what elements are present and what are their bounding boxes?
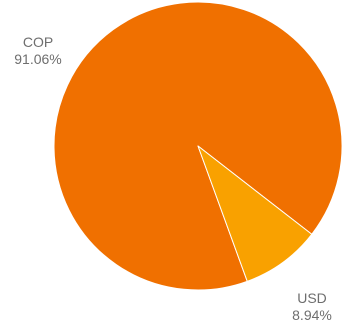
slice-name-usd: USD: [297, 290, 327, 306]
slice-label-cop: COP 91.06%: [6, 34, 70, 68]
slice-name-cop: COP: [22, 34, 54, 50]
slice-percent-cop: 91.06%: [14, 51, 62, 67]
pie-slice-usd: [197, 145, 313, 282]
pie-slices: [53, 1, 343, 291]
slice-label-usd: USD 8.94%: [282, 290, 342, 324]
slice-percent-usd: 8.94%: [292, 307, 332, 323]
